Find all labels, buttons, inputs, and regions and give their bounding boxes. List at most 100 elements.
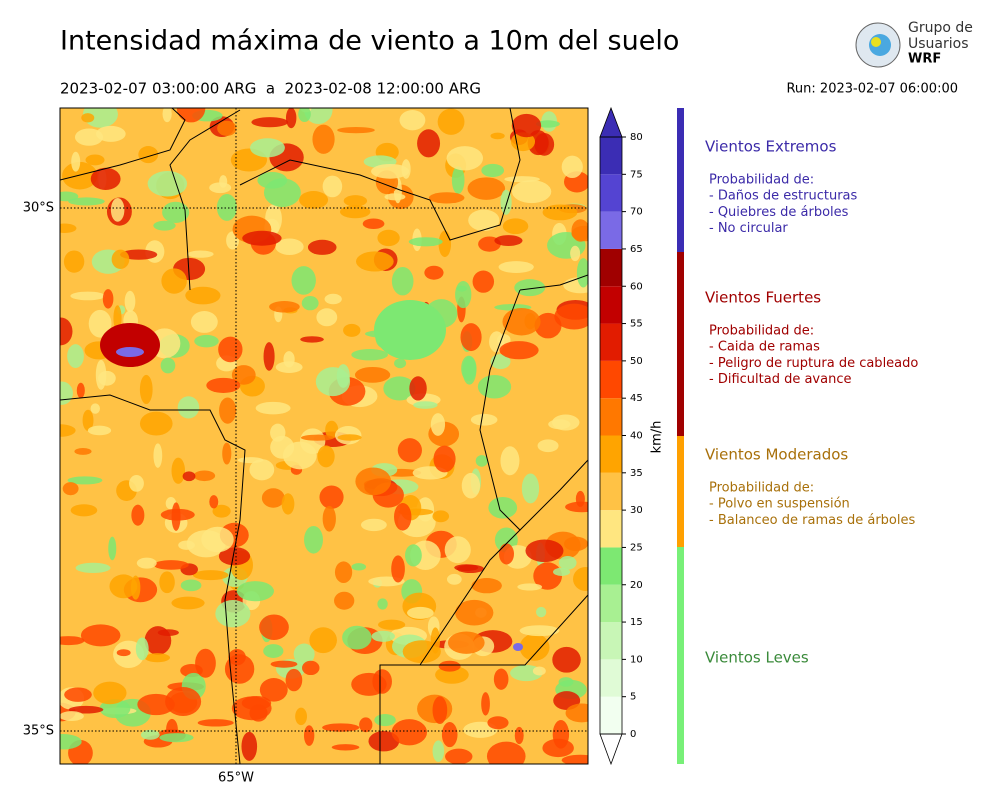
- wind-patch: [325, 420, 339, 439]
- wind-patch: [534, 132, 555, 156]
- wind-patch: [130, 575, 141, 600]
- wind-patch: [70, 504, 98, 517]
- wind-patch: [487, 716, 509, 730]
- wind-patch: [456, 564, 485, 574]
- colorbar-label: km/h: [650, 421, 665, 454]
- colorbar: 0 5 10 15 20 25 30 35 40 45 50 55 60 65 70 75 80: [599, 106, 643, 766]
- wind-patch: [322, 505, 336, 532]
- wind-patch: [193, 470, 216, 482]
- period: 2023-02-07 03:00:00 ARG a 2023-02-08 12:…: [60, 80, 481, 98]
- colorbar-segment: [600, 248, 622, 287]
- wind-patch: [343, 323, 361, 337]
- wind-patch: [180, 579, 202, 592]
- category-item: - Quiebres de árboles: [709, 205, 849, 220]
- wind-patch: [82, 108, 118, 128]
- wind-patch: [502, 307, 541, 336]
- category-intro: Probabilidad de:: [709, 481, 814, 496]
- wind-patch: [85, 154, 105, 166]
- wind-patch: [384, 193, 406, 201]
- wind-patch: [475, 455, 488, 467]
- wind-patch: [428, 192, 465, 204]
- category-item: - Caida de ramas: [709, 340, 820, 355]
- wind-patch: [159, 571, 175, 594]
- colorbar-tick-label: 5: [630, 692, 636, 703]
- wind-patch: [394, 502, 412, 531]
- wind-patch: [441, 722, 458, 748]
- wind-patch: [576, 258, 588, 288]
- wind-patch: [304, 525, 323, 554]
- wind-patch: [430, 627, 441, 654]
- colorbar-segment: [600, 137, 622, 175]
- wind-patch: [319, 485, 344, 509]
- wind-patch: [360, 518, 387, 532]
- wind-patch: [64, 687, 92, 702]
- colorbar-tick-label: 80: [630, 132, 643, 143]
- border: [239, 108, 521, 241]
- logo-text: Usuarios: [908, 36, 969, 52]
- wind-patch: [60, 424, 76, 437]
- wind-patch: [138, 146, 159, 164]
- wind-patch: [351, 672, 387, 696]
- wind-patch: [500, 446, 520, 476]
- map-frame: [59, 107, 589, 765]
- wind-patch: [337, 434, 362, 441]
- wind-patch: [285, 108, 297, 129]
- wind-patch: [120, 249, 158, 260]
- colorbar-segment: [600, 510, 622, 548]
- wind-patch: [438, 230, 452, 258]
- colorbar-tick-label: 30: [630, 505, 643, 516]
- colorbar-tick-label: 10: [630, 654, 643, 665]
- colorbar-segment: [600, 211, 622, 249]
- wind-patch: [532, 666, 546, 676]
- colorbar-tick-label: 35: [630, 468, 643, 479]
- wind-patch: [334, 591, 355, 610]
- wind-patch: [194, 334, 219, 348]
- wind-patch: [270, 660, 298, 668]
- wind-patch: [391, 555, 405, 583]
- wind-patch: [461, 472, 481, 499]
- wind-patch: [542, 738, 574, 758]
- border: [60, 108, 186, 181]
- colorbar-segment: [600, 398, 622, 436]
- wind-patch: [322, 175, 343, 198]
- wind-patch: [511, 113, 542, 138]
- wind-patch: [162, 201, 190, 223]
- wind-patch: [171, 502, 181, 531]
- wind-patch: [307, 239, 337, 255]
- wind-patch: [251, 117, 289, 128]
- wind-patch: [95, 125, 126, 142]
- wind-patch: [87, 425, 112, 436]
- border: [169, 109, 241, 291]
- wind-patch: [542, 204, 578, 221]
- colorbar-segment: [600, 360, 622, 399]
- wind-patch: [433, 445, 456, 473]
- wind-patch: [76, 382, 85, 399]
- wind-patch: [499, 341, 539, 360]
- wind-patch: [455, 599, 494, 626]
- wind-patch: [171, 596, 205, 610]
- colorbar-segment: [600, 696, 622, 734]
- colorbar-segment: [600, 622, 622, 660]
- wind-patch: [354, 366, 391, 383]
- wind-patch: [222, 442, 232, 465]
- wind-patch: [490, 354, 511, 370]
- wind-patch: [242, 230, 282, 246]
- colorbar-tick-label: 0: [630, 729, 636, 740]
- category-name: Vientos Moderados: [705, 446, 848, 464]
- wind-patch: [102, 289, 114, 309]
- wind-patch: [471, 577, 502, 594]
- wind-patch: [394, 358, 407, 369]
- wind-patch: [259, 614, 289, 640]
- wind-patch: [100, 323, 160, 367]
- wind-patch: [197, 719, 234, 727]
- wind-patch: [362, 218, 385, 230]
- wind-patch: [281, 493, 295, 515]
- wind-patch: [129, 475, 144, 492]
- wind-patch: [472, 270, 495, 293]
- wind-patch: [573, 567, 588, 591]
- wind-patch: [60, 733, 82, 750]
- wind-patch: [533, 562, 563, 590]
- wind-patch: [397, 438, 422, 463]
- colorbar-segment: [600, 174, 622, 212]
- wind-patch: [470, 413, 498, 426]
